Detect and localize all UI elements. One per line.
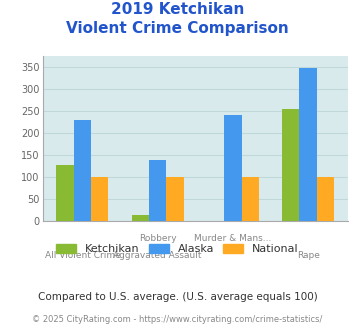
- Text: © 2025 CityRating.com - https://www.cityrating.com/crime-statistics/: © 2025 CityRating.com - https://www.city…: [32, 315, 323, 324]
- Bar: [166, 177, 184, 221]
- Legend: Ketchikan, Alaska, National: Ketchikan, Alaska, National: [52, 239, 303, 258]
- Bar: [132, 214, 149, 221]
- Text: 2019 Ketchikan: 2019 Ketchikan: [111, 2, 244, 16]
- Text: Robbery: Robbery: [139, 234, 176, 243]
- Text: Violent Crime Comparison: Violent Crime Comparison: [66, 21, 289, 36]
- Text: Rape: Rape: [297, 251, 320, 260]
- Bar: [224, 115, 241, 221]
- Bar: [56, 165, 74, 221]
- Bar: [91, 177, 108, 221]
- Text: All Violent Crime: All Violent Crime: [44, 251, 120, 260]
- Bar: [299, 68, 317, 221]
- Text: Compared to U.S. average. (U.S. average equals 100): Compared to U.S. average. (U.S. average …: [38, 292, 317, 302]
- Text: Aggravated Assault: Aggravated Assault: [113, 251, 202, 260]
- Bar: [149, 159, 166, 221]
- Bar: [282, 109, 299, 221]
- Text: Murder & Mans...: Murder & Mans...: [194, 234, 272, 243]
- Bar: [317, 177, 334, 221]
- Bar: [74, 120, 91, 221]
- Bar: [241, 177, 259, 221]
